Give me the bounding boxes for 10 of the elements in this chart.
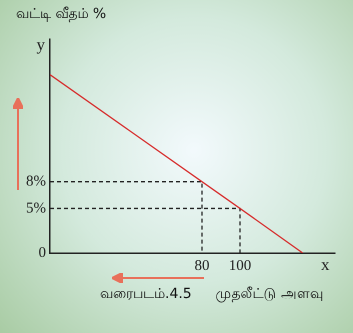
text: y	[36, 34, 46, 54]
y-tick-label: 8%	[26, 174, 46, 190]
y-axis-title: வட்டி வீதம் %	[16, 6, 106, 23]
y-tick-label: 5%	[26, 200, 46, 216]
x-tick-label: 100	[228, 258, 252, 274]
text: x	[321, 254, 330, 274]
x-tick-label: 80	[194, 258, 210, 274]
x-axis-title: முதலீட்டு அளவு	[216, 286, 324, 302]
text: வரைபடம்.4.5	[100, 286, 192, 302]
y-tick-label: 0	[38, 244, 46, 261]
